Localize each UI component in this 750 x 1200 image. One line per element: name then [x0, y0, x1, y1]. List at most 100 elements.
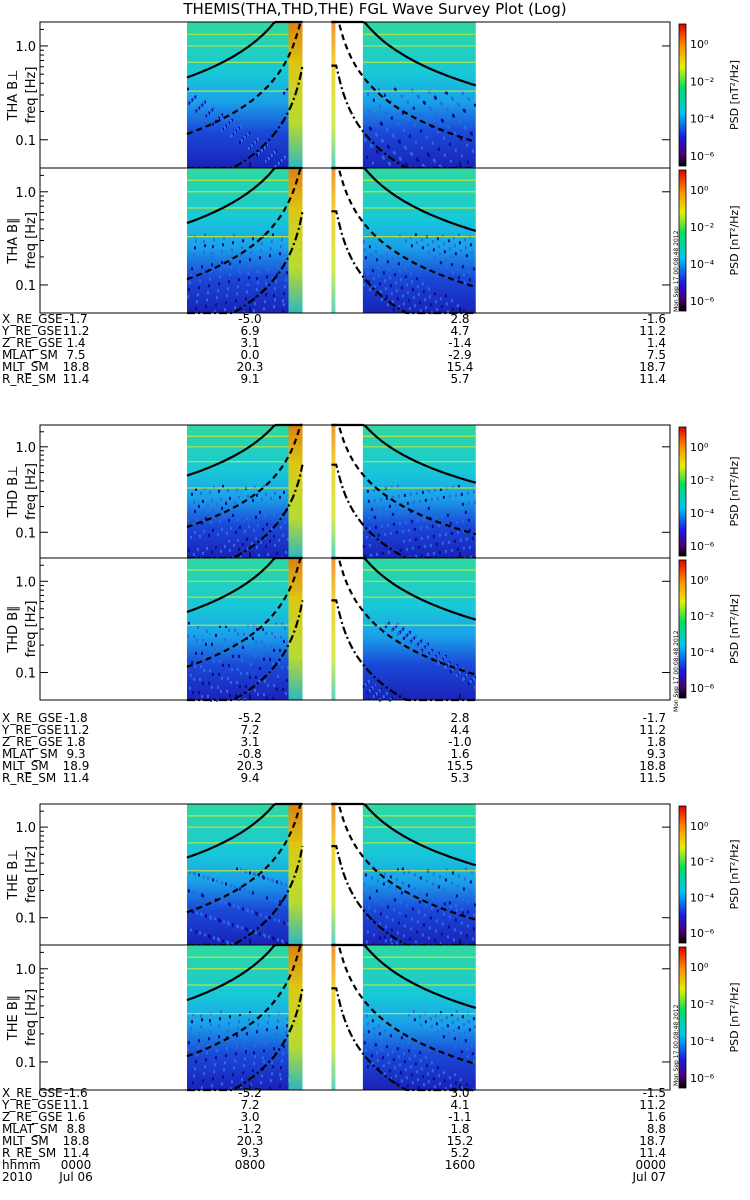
ephemeris-row-label: hhmm: [2, 1158, 41, 1172]
spectrogram-speckle: [281, 622, 283, 626]
colorbar: [678, 23, 687, 167]
high-psd-band: [288, 804, 303, 945]
spectrogram-speckle: [418, 1051, 421, 1055]
freq-axis-label: freq [Hz]: [24, 67, 39, 124]
high-psd-band: [288, 945, 303, 1090]
ephemeris-value: -1.7: [643, 711, 666, 725]
spectrogram-speckle: [407, 1049, 410, 1053]
spectrogram-speckle: [287, 665, 289, 669]
spectrogram-speckle: [231, 942, 233, 946]
spectrogram-speckle: [438, 1082, 441, 1086]
spectrogram-speckle: [413, 527, 416, 531]
spectrogram-speckle: [273, 937, 275, 941]
spectrogram-speckle: [463, 238, 466, 242]
spectrogram-speckle: [426, 535, 429, 539]
spectrogram-speckle: [404, 239, 407, 243]
ephemeris-value: 0.0: [240, 348, 259, 362]
spectrogram-speckle: [462, 309, 465, 313]
spectrogram-speckle: [279, 1084, 281, 1088]
spectrogram-speckle: [363, 554, 366, 558]
spectrogram-speckle: [257, 893, 259, 897]
spectrogram-speckle: [408, 538, 411, 542]
spectrogram-speckle: [248, 1018, 250, 1022]
spectrogram-speckle: [465, 934, 468, 938]
spectrogram-speckle: [209, 668, 211, 672]
spectrogram-speckle: [410, 1073, 413, 1077]
spectrogram-speckle: [285, 883, 287, 887]
spectrogram-speckle: [408, 307, 411, 311]
spectrogram-speckle: [391, 512, 394, 516]
spectrogram-speckle: [241, 512, 243, 516]
spectrogram-speckle: [265, 1035, 267, 1039]
spectrogram-speckle: [402, 636, 405, 640]
spectrogram-speckle: [423, 298, 426, 302]
spectrogram-speckle: [401, 867, 404, 871]
spectrogram-speckle: [192, 1081, 194, 1085]
spectrogram-speckle: [379, 290, 382, 294]
spectrogram-speckle: [427, 936, 430, 940]
ephemeris-value: 11.4: [63, 771, 90, 785]
spectrogram-speckle: [374, 293, 377, 297]
spectrogram-speckle: [255, 675, 257, 679]
spectrogram-speckle: [272, 696, 274, 700]
spectrogram-speckle: [237, 285, 239, 289]
freq-axis-label: freq [Hz]: [24, 846, 39, 903]
freq-axis-label: freq [Hz]: [24, 601, 39, 658]
spectrogram-speckle: [382, 882, 385, 886]
spectrogram-speckle: [255, 515, 257, 519]
high-psd-band: [331, 804, 336, 945]
spectrogram-speckle: [442, 242, 445, 246]
ephemeris-value: 9.3: [647, 747, 666, 761]
spectrogram-speckle: [381, 892, 384, 896]
ephemeris-value: 1.4: [66, 336, 85, 350]
spectrogram-speckle: [200, 664, 202, 668]
spectrogram-speckle: [207, 694, 209, 698]
spectrogram-speckle: [413, 304, 416, 308]
spectrogram-speckle: [404, 914, 407, 918]
spectrogram-speckle: [372, 694, 375, 698]
spectrogram-speckle: [198, 690, 200, 694]
spectrogram-speckle: [426, 552, 429, 556]
spectrogram-speckle: [230, 266, 232, 270]
spectrogram-speckle: [196, 911, 198, 915]
spectrogram-speckle: [221, 506, 223, 510]
spectrogram-speckle: [376, 266, 379, 270]
spectrogram-speckle: [451, 871, 454, 875]
spectrogram-speckle: [389, 99, 392, 103]
spectrogram-speckle: [255, 640, 257, 644]
spectrogram-speckle: [188, 889, 190, 893]
spectrogram-speckle: [380, 122, 383, 126]
spectrogram-speckle: [188, 621, 190, 625]
spectrogram-speckle: [412, 106, 415, 110]
spectrogram-speckle: [236, 680, 238, 684]
spectrogram-speckle: [383, 532, 386, 536]
spectrogram-speckle: [455, 908, 458, 912]
ephemeris-value: 1.4: [647, 336, 666, 350]
panel-label: THD B⊥: [6, 465, 21, 518]
spectrogram-speckle: [199, 534, 201, 538]
spectrogram-speckle: [407, 117, 410, 121]
spectrogram-speckle: [449, 669, 452, 673]
spectrogram-speckle: [371, 1062, 374, 1066]
spectrogram-speckle: [365, 264, 368, 268]
spectrogram-speckle: [227, 1040, 229, 1044]
spectrogram-speckle: [281, 882, 283, 886]
spectrogram-speckle: [198, 286, 200, 290]
spectrogram-speckle: [234, 628, 236, 632]
spectrogram-speckle: [417, 1086, 420, 1090]
spectrogram-speckle: [197, 1046, 199, 1050]
spectrogram-speckle: [425, 879, 428, 883]
spectrogram-speckle: [270, 247, 272, 251]
spectrogram-speckle: [256, 627, 258, 631]
spectrogram-speckle: [461, 519, 464, 523]
spectrogram-speckle: [390, 485, 393, 489]
spectrogram-speckle: [219, 624, 221, 628]
spectrogram-speckle: [367, 280, 370, 284]
spectrogram-speckle: [244, 1057, 246, 1061]
spectrogram-speckle: [268, 935, 270, 939]
spectrogram-speckle: [439, 297, 442, 301]
spectrogram-speckle: [473, 103, 476, 107]
gyrofrequency-curve: [186, 943, 303, 1058]
spectrogram-speckle: [389, 875, 392, 879]
spectrogram-speckle: [249, 258, 251, 262]
